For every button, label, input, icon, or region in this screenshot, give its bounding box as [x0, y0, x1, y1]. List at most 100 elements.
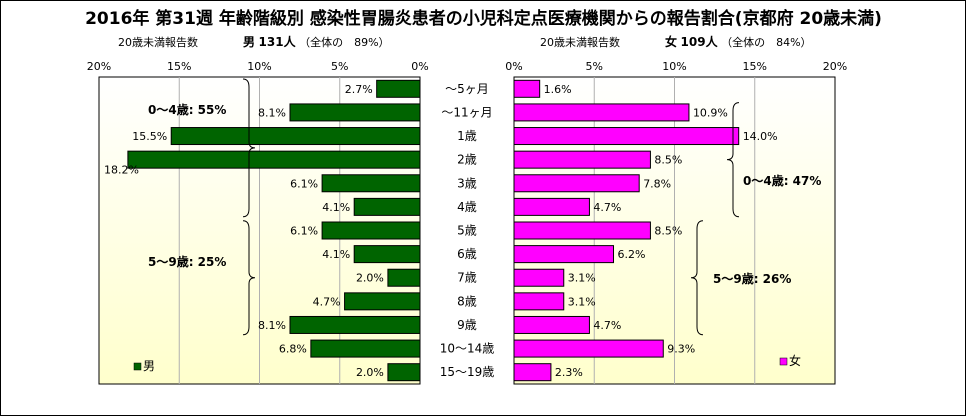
male-value-label: 15.5%: [132, 130, 167, 143]
female-bar: [513, 315, 590, 334]
female-header-count: 109人: [680, 35, 718, 49]
male-bar: [289, 315, 421, 334]
male-bar: [170, 127, 421, 146]
male-bar: [289, 103, 421, 122]
male-bar: [310, 339, 421, 358]
male-value-label: 6.1%: [290, 177, 318, 190]
female-value-label: 4.7%: [593, 319, 621, 332]
female-value-label: 9.3%: [667, 343, 695, 356]
male-bar: [353, 197, 421, 216]
category-label: ～11ヶ月: [441, 105, 492, 119]
female-value-label: 14.0%: [743, 130, 778, 143]
male-5-9-brace: [242, 220, 256, 336]
female-bar: [513, 221, 651, 240]
male-tick-label: 10%: [247, 60, 271, 73]
male-5-9-annotation: 5～9歳: 25%: [148, 254, 226, 269]
female-bar: [513, 339, 664, 358]
male-value-label: 2.7%: [345, 83, 373, 96]
category-label: 1歳: [457, 129, 477, 143]
male-value-label: 8.1%: [258, 106, 286, 119]
female-5-9-brace: [690, 220, 704, 336]
male-bar: [387, 363, 421, 382]
female-tick-label: 10%: [662, 60, 686, 73]
category-label: 10～14歳: [440, 342, 495, 356]
female-tick-label: 0%: [505, 60, 522, 73]
male-bar: [127, 150, 421, 169]
female-bar: [513, 174, 640, 193]
male-0-4-brace: [242, 78, 256, 218]
female-value-label: 7.8%: [643, 177, 671, 190]
female-0-4-annotation: 0～4歳: 47%: [743, 173, 821, 188]
female-header-sex: 女: [665, 35, 678, 49]
female-5-9-annotation: 5～9歳: 26%: [713, 271, 791, 286]
male-tick-label: 5%: [331, 60, 348, 73]
male-header-share: （全体の 89%）: [299, 36, 390, 49]
male-bar: [321, 221, 421, 240]
female-header-share: （全体の 84%）: [721, 36, 812, 49]
male-header: 20歳未満報告数 男 131人 （全体の 89%）: [118, 33, 390, 50]
category-label: 6歳: [457, 247, 477, 261]
female-tick-label: 5%: [586, 60, 603, 73]
male-value-label: 2.0%: [356, 366, 384, 379]
category-label: 7歳: [457, 271, 477, 285]
male-header-label: 20歳未満報告数: [118, 36, 198, 49]
male-bar: [353, 245, 421, 264]
male-header-sex: 男: [243, 35, 256, 49]
male-header-count: 131人: [258, 35, 296, 49]
female-legend-label: 女: [789, 353, 801, 368]
category-label: 5歳: [457, 224, 477, 238]
female-tick-label: 15%: [743, 60, 767, 73]
female-value-label: 3.1%: [568, 272, 596, 285]
male-tick-label: 20%: [87, 60, 111, 73]
category-label: 9歳: [457, 318, 477, 332]
female-value-label: 10.9%: [693, 106, 728, 119]
male-tick-label: 0%: [411, 60, 428, 73]
male-value-label: 4.1%: [322, 201, 350, 214]
female-header-label: 20歳未満報告数: [540, 36, 620, 49]
female-bar: [513, 268, 565, 287]
female-0-4-brace: [726, 102, 740, 218]
male-bar: [321, 174, 421, 193]
male-value-label: 6.8%: [279, 343, 307, 356]
female-bar: [513, 292, 565, 311]
female-tick-label: 20%: [823, 60, 847, 73]
category-label: ～5ヶ月: [445, 82, 489, 96]
male-value-label: 4.1%: [322, 248, 350, 261]
female-bar: [513, 150, 651, 169]
female-value-label: 4.7%: [593, 201, 621, 214]
male-0-4-annotation: 0～4歳: 55%: [148, 102, 226, 117]
male-bar: [376, 79, 421, 98]
female-bar: [513, 103, 690, 122]
male-bar: [387, 268, 421, 287]
male-bar: [344, 292, 421, 311]
female-bar: [513, 79, 541, 98]
category-label: 3歳: [457, 176, 477, 190]
male-value-label: 4.7%: [313, 295, 341, 308]
male-legend-swatch: [133, 362, 142, 371]
female-value-label: 8.5%: [654, 225, 682, 238]
category-label: 2歳: [457, 153, 477, 167]
male-legend-label: 男: [143, 359, 155, 373]
female-bar: [513, 197, 590, 216]
female-value-label: 3.1%: [568, 295, 596, 308]
female-bar: [513, 127, 740, 146]
category-label: 15～19歳: [440, 365, 495, 379]
female-value-label: 8.5%: [654, 154, 682, 167]
male-value-label: 8.1%: [258, 319, 286, 332]
female-header: 20歳未満報告数 女 109人 （全体の 84%）: [540, 33, 812, 50]
category-label: 4歳: [457, 200, 477, 214]
category-label: 8歳: [457, 294, 477, 308]
male-value-label: 2.0%: [356, 272, 384, 285]
male-value-label: 18.2%: [104, 163, 139, 176]
male-tick-label: 15%: [167, 60, 191, 73]
female-bar: [513, 245, 615, 264]
female-bar: [513, 363, 552, 382]
female-value-label: 6.2%: [618, 248, 646, 261]
female-value-label: 2.3%: [555, 366, 583, 379]
chart-title: 2016年 第31週 年齢階級別 感染性胃腸炎患者の小児科定点医療機関からの報告…: [85, 9, 882, 29]
male-value-label: 6.1%: [290, 225, 318, 238]
female-legend-swatch: [779, 357, 788, 366]
